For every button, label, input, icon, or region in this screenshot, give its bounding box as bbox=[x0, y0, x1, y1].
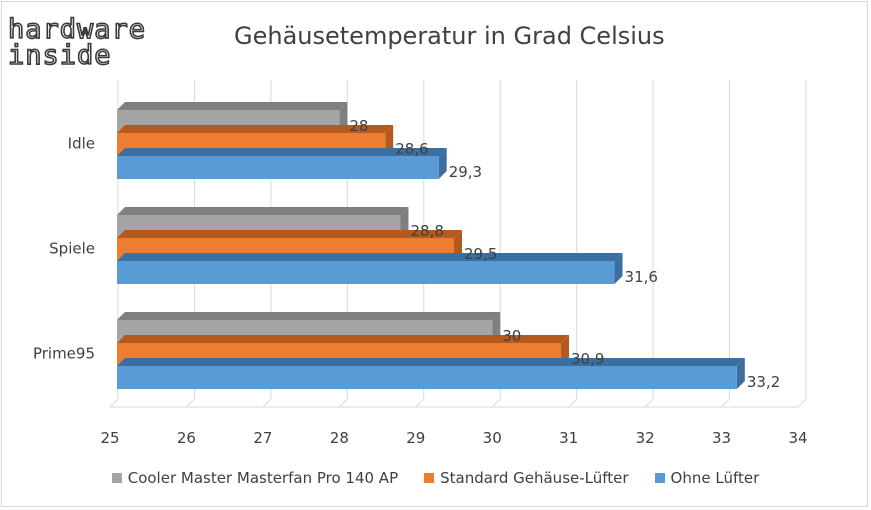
bar-top-face bbox=[117, 312, 501, 320]
x-tick-label: 31 bbox=[559, 429, 578, 447]
data-label: 28 bbox=[349, 117, 368, 135]
legend-item-cooler-master: Cooler Master Masterfan Pro 140 AP bbox=[111, 469, 399, 487]
data-label: 30 bbox=[502, 327, 521, 345]
hardware-inside-logo: hardware inside bbox=[8, 14, 146, 66]
bar bbox=[117, 156, 439, 179]
gridline-floor bbox=[338, 398, 348, 408]
legend: Cooler Master Masterfan Pro 140 AP Stand… bbox=[0, 469, 871, 487]
data-label: 33,2 bbox=[747, 373, 780, 391]
legend-label: Cooler Master Masterfan Pro 140 AP bbox=[127, 469, 399, 487]
data-label: 30,9 bbox=[571, 350, 604, 368]
bar-side-face bbox=[614, 253, 623, 284]
bar-top-face bbox=[117, 148, 447, 156]
gridline-floor bbox=[415, 398, 425, 408]
x-tick-label: 32 bbox=[636, 429, 655, 447]
logo-line-2: inside bbox=[8, 40, 112, 66]
legend-item-ohne-luefter: Ohne Lüfter bbox=[654, 469, 760, 487]
category-label: Idle bbox=[68, 135, 95, 153]
gridline-floor bbox=[721, 398, 730, 408]
bar-top-face bbox=[117, 335, 570, 343]
bar-top-face bbox=[117, 230, 462, 238]
bar-side-face bbox=[736, 358, 745, 389]
gridline-floor bbox=[109, 398, 119, 408]
legend-label: Standard Gehäuse-Lüfter bbox=[440, 469, 629, 487]
data-label: 28,8 bbox=[410, 222, 443, 240]
gridline-floor bbox=[186, 398, 195, 408]
x-tick-label: 25 bbox=[100, 429, 119, 447]
gridline-floor bbox=[262, 398, 272, 408]
gridline-floor bbox=[797, 398, 807, 408]
bars bbox=[117, 102, 745, 389]
x-tick-label: 30 bbox=[483, 429, 502, 447]
bar-side-face bbox=[438, 148, 447, 179]
legend-swatch bbox=[111, 473, 122, 483]
x-tick-label: 28 bbox=[330, 429, 349, 447]
logo-line-1: hardware bbox=[8, 14, 146, 45]
legend-swatch bbox=[424, 473, 435, 483]
x-tick-label: 34 bbox=[788, 429, 807, 447]
bar-top-face bbox=[117, 207, 409, 215]
bar bbox=[117, 261, 615, 284]
data-label: 31,6 bbox=[625, 268, 658, 286]
bar-top-face bbox=[117, 102, 348, 110]
category-label: Prime95 bbox=[33, 345, 95, 363]
x-tick-label: 33 bbox=[712, 429, 731, 447]
data-label: 29,5 bbox=[464, 245, 497, 263]
category-label: Spiele bbox=[49, 240, 95, 258]
bar bbox=[117, 366, 737, 389]
bar-top-face bbox=[117, 253, 623, 261]
chart-title: Gehäusetemperatur in Grad Celsius bbox=[234, 22, 665, 50]
x-tick-label: 27 bbox=[253, 429, 272, 447]
gridline-floor bbox=[644, 398, 654, 408]
data-label: 29,3 bbox=[449, 163, 482, 181]
legend-item-standard-luefter: Standard Gehäuse-Lüfter bbox=[424, 469, 629, 487]
bar-top-face bbox=[117, 125, 394, 133]
gridline-floor bbox=[568, 398, 578, 408]
gridline-floor bbox=[491, 398, 501, 408]
x-tick-label: 29 bbox=[406, 429, 425, 447]
bar-top-face bbox=[117, 358, 745, 366]
labels: 25 26 27 28 29 30 31 32 33 34 28 28,6 29,3 Idle 28,8 29… bbox=[33, 117, 808, 447]
legend-label: Ohne Lüfter bbox=[670, 469, 760, 487]
legend-swatch bbox=[654, 473, 665, 483]
x-tick-label: 26 bbox=[177, 429, 196, 447]
data-label: 28,6 bbox=[395, 140, 428, 158]
